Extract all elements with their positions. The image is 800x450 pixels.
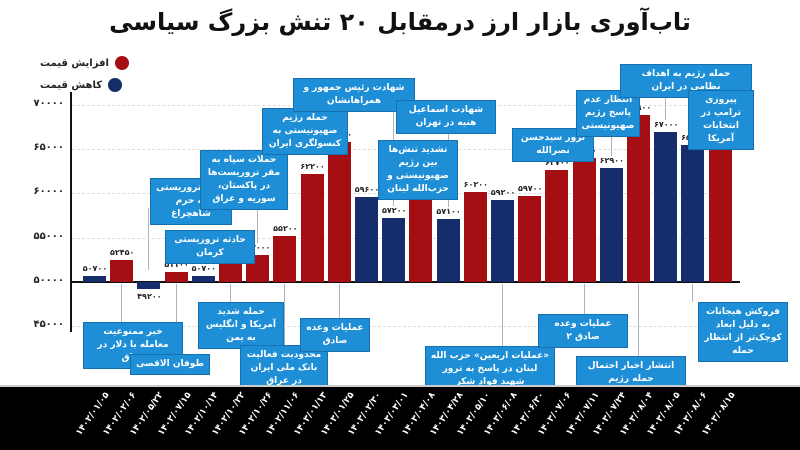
event-callout: حمله شدید آمریکا و انگلیس به یمن [198,302,284,349]
event-callout: حملات سپاه به مقر تروریست‌ها در پاکستان،… [200,150,288,210]
legend-item-decrease: کاهش قیمت [40,78,130,92]
bar-value-label: ۶۲۲۰۰ [300,161,325,171]
bar-down[interactable] [355,196,378,282]
bar-down[interactable] [191,275,215,282]
callout-leader-line [148,208,150,270]
gridline [72,326,732,327]
event-callout: حمله رژیم صهیونیستی به کنسولگری ایران [262,108,348,155]
bar-down[interactable] [491,200,514,282]
bar-down[interactable] [137,281,161,289]
bar-value-label: ۵۵۲۰۰ [273,223,298,233]
event-callout: فروکش هیجانات به دلیل ابعاد کوچک‌تر از ا… [698,302,788,362]
event-callout: محدودیت فعالیت بانک ملی ایران در عراق [240,345,328,392]
bar-down[interactable] [382,218,406,282]
bar-down[interactable] [83,275,106,282]
bar-up[interactable] [273,235,297,282]
bar-up[interactable] [518,196,542,282]
y-tick-label: ۶۵۰۰۰ [33,142,64,154]
date-axis-footer: ۱۴۰۲/۰۱/۰۵ ۱۴۰۲/۰۲/۰۶ ۱۴۰۲/۰۵/۲۲ ۱۴۰۲/۰۷/۱۵… [0,385,800,450]
bar-value-label: ۵۳۰۰۰ [245,243,271,253]
bar-down[interactable] [436,219,460,282]
event-callout: حادثه تروریستی کرمان [165,230,255,264]
y-tick-label: ۵۰۰۰۰ [33,274,64,286]
event-callout: شهادت رئیس جمهور و همراهانشان [293,78,415,112]
bar-value-label: ۵۹۷۰۰ [517,184,543,194]
callout-leader-line [638,283,639,356]
bar-up[interactable] [627,114,650,282]
chart-title: تاب‌آوری بازار ارز درمقابل ۲۰ تنش بزرگ س… [109,8,691,36]
y-axis [70,92,72,332]
bar-down[interactable] [681,144,705,282]
bar-up[interactable] [463,191,487,282]
bar-value-label: ۵۷۱۰۰ [436,207,461,217]
bar-value-label: ۶۲۹۰۰ [599,155,624,165]
callout-leader-line [175,283,177,354]
bar-up[interactable] [409,177,433,282]
legend-label: کاهش قیمت [40,79,103,91]
y-tick-label: ۵۵۰۰۰ [33,230,64,242]
bar-up[interactable] [572,157,596,282]
legend-dot-red-icon [114,56,129,70]
callout-leader-line [257,180,259,244]
y-tick-label: ۶۰۰۰۰ [33,186,64,198]
bar-up[interactable] [110,260,134,282]
y-tick-label: ۷۰۰۰۰ [33,98,64,109]
callout-leader-line [583,283,585,314]
legend-label: افزایش قیمت [40,57,109,69]
event-callout: عملیات وعده صادق ۲ [538,314,628,348]
bar-down[interactable] [654,131,678,282]
bar-value-label: ۵۹۶۰۰ [354,184,380,194]
bar-value-label: ۵۱۱۰۰ [164,260,189,270]
event-callout: طوفان الاقصی [130,354,210,375]
callout-leader-line [610,120,612,156]
bar-value-label: ۵۰۷۰۰ [82,263,108,273]
event-callout: پیروزی ترامپ در انتخابات آمریکا [688,90,754,150]
legend-item-increase: افزایش قیمت [40,56,130,70]
bar-chart: ۷۰۰۰۰ ۶۵۰۰۰ ۶۰۰۰۰ ۵۵۰۰۰ ۵۰۰۰۰ ۴۵۰۰۰ ۵۰۷۰۰ ۵۲۴۵۰… [33,64,788,393]
bar-value-label: ۵۲۴۵۰ [109,248,135,258]
callout-leader-line [502,283,503,346]
legend-dot-blue-icon [108,78,123,92]
callout-leader-line [230,283,231,302]
bar-value-label: ۶۲۷۰۰ [545,157,570,167]
event-callout: شهادت اسماعیل هنیه در تهران [396,100,496,134]
bar-value-label: ۶۰۲۰۰ [463,179,488,189]
callout-leader-line [338,283,340,318]
bar-up[interactable] [300,173,324,282]
y-tick-label: ۴۵۰۰۰ [33,319,64,330]
legend: افزایش قیمت کاهش قیمت [40,56,130,100]
bar-up[interactable] [219,263,242,282]
callout-leader-line [665,94,667,120]
bar-up[interactable] [327,142,351,282]
bar-value-label: ۴۹۲۰۰ [137,291,162,301]
bar-up[interactable] [545,169,569,282]
bar-up[interactable] [164,272,188,282]
callout-leader-line [121,283,123,322]
bar-value-label: ۵۰۷۰۰ [191,263,216,273]
bar-down[interactable] [599,167,623,282]
event-callout: عملیات وعده صادق [300,318,370,352]
callout-leader-line [692,283,694,302]
baseline-axis [70,280,740,283]
bar-up[interactable] [708,118,732,282]
bar-value-label: ۵۹۲۰۰ [490,188,516,198]
bar-value-label: ۶۷۰۰۰ [653,119,679,129]
callout-leader-line [284,283,286,345]
bar-value-label: ۵۷۲۰۰ [381,206,407,216]
event-callout: تشدید تنش‌ها بین رژیم صهیونیستی و حزب‌ال… [378,140,458,200]
